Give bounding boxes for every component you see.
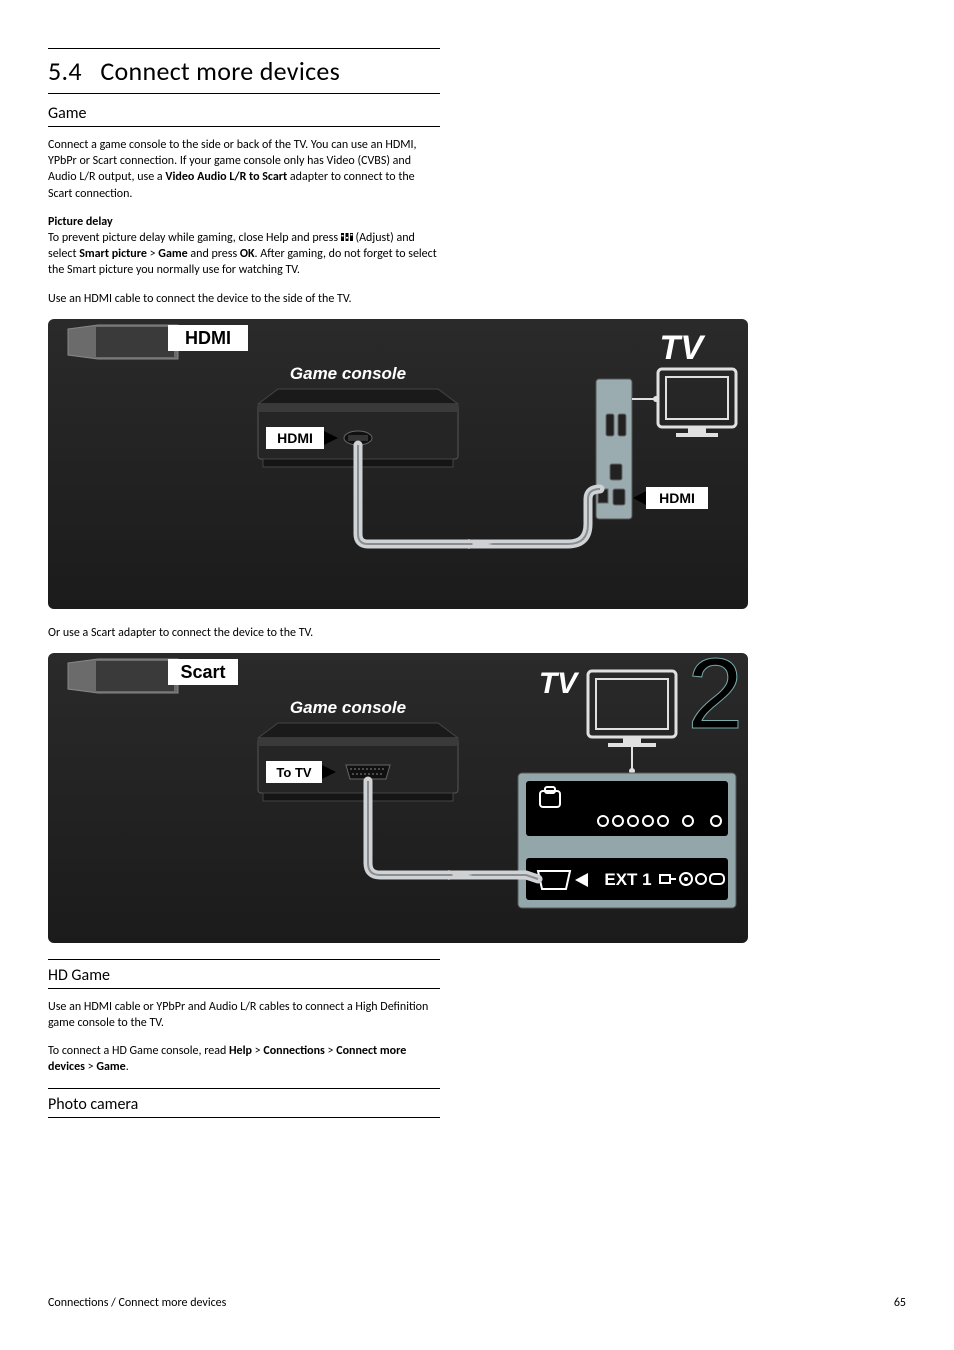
- svg-text:TV: TV: [660, 329, 707, 367]
- photo-camera-heading: Photo camera: [48, 1088, 440, 1118]
- scart-connection-diagram: Scart 2 Game console To TV: [48, 653, 748, 943]
- game-paragraph-scart: Or use a Scart adapter to connect the de…: [48, 625, 440, 641]
- tv-device-scart: TV: [539, 667, 676, 774]
- hdmi-connection-diagram: HDMI Game console HDMI: [48, 319, 748, 609]
- section-number: 5.4: [48, 55, 82, 87]
- adjust-icon: [341, 232, 353, 242]
- tv-back-panel: EXT 1: [518, 773, 736, 908]
- section-heading: 5.4 Connect more devices: [48, 48, 440, 94]
- svg-text:Game console: Game console: [290, 364, 406, 383]
- game-heading: Game: [48, 104, 440, 127]
- big-step-number: 2: [687, 653, 743, 750]
- game-paragraph-delay: To prevent picture delay while gaming, c…: [48, 230, 440, 279]
- game-paragraph-hdmi: Use an HDMI cable to connect the device …: [48, 291, 440, 307]
- hdmi-title-label: HDMI: [185, 328, 231, 348]
- picture-delay-heading: Picture delay: [48, 214, 440, 230]
- ext1-label: EXT 1: [604, 870, 651, 889]
- tv-hdmi-label: HDMI: [659, 490, 695, 506]
- footer-breadcrumb: Connections / Connect more devices: [48, 1296, 226, 1310]
- game-console-scart: Game console To TV: [258, 698, 458, 801]
- hdgame-paragraph-1: Use an HDMI cable or YPbPr and Audio L/R…: [48, 999, 440, 1031]
- hdgame-paragraph-2: To connect a HD Game console, read Help …: [48, 1043, 440, 1075]
- console-hdmi-label: HDMI: [277, 430, 313, 446]
- console-totv-label: To TV: [276, 765, 311, 780]
- hdgame-heading: HD Game: [48, 959, 440, 989]
- section-title: Connect more devices: [100, 55, 340, 87]
- scart-title-card: Scart: [68, 659, 238, 693]
- scart-title-label: Scart: [180, 662, 225, 682]
- game-paragraph-1: Connect a game console to the side or ba…: [48, 137, 440, 202]
- hdmi-title-card: HDMI: [68, 325, 248, 359]
- svg-text:Game console: Game console: [290, 698, 406, 717]
- tv-device: TV HDMI: [596, 329, 736, 519]
- page-number: 65: [894, 1296, 906, 1310]
- svg-text:TV: TV: [539, 667, 580, 700]
